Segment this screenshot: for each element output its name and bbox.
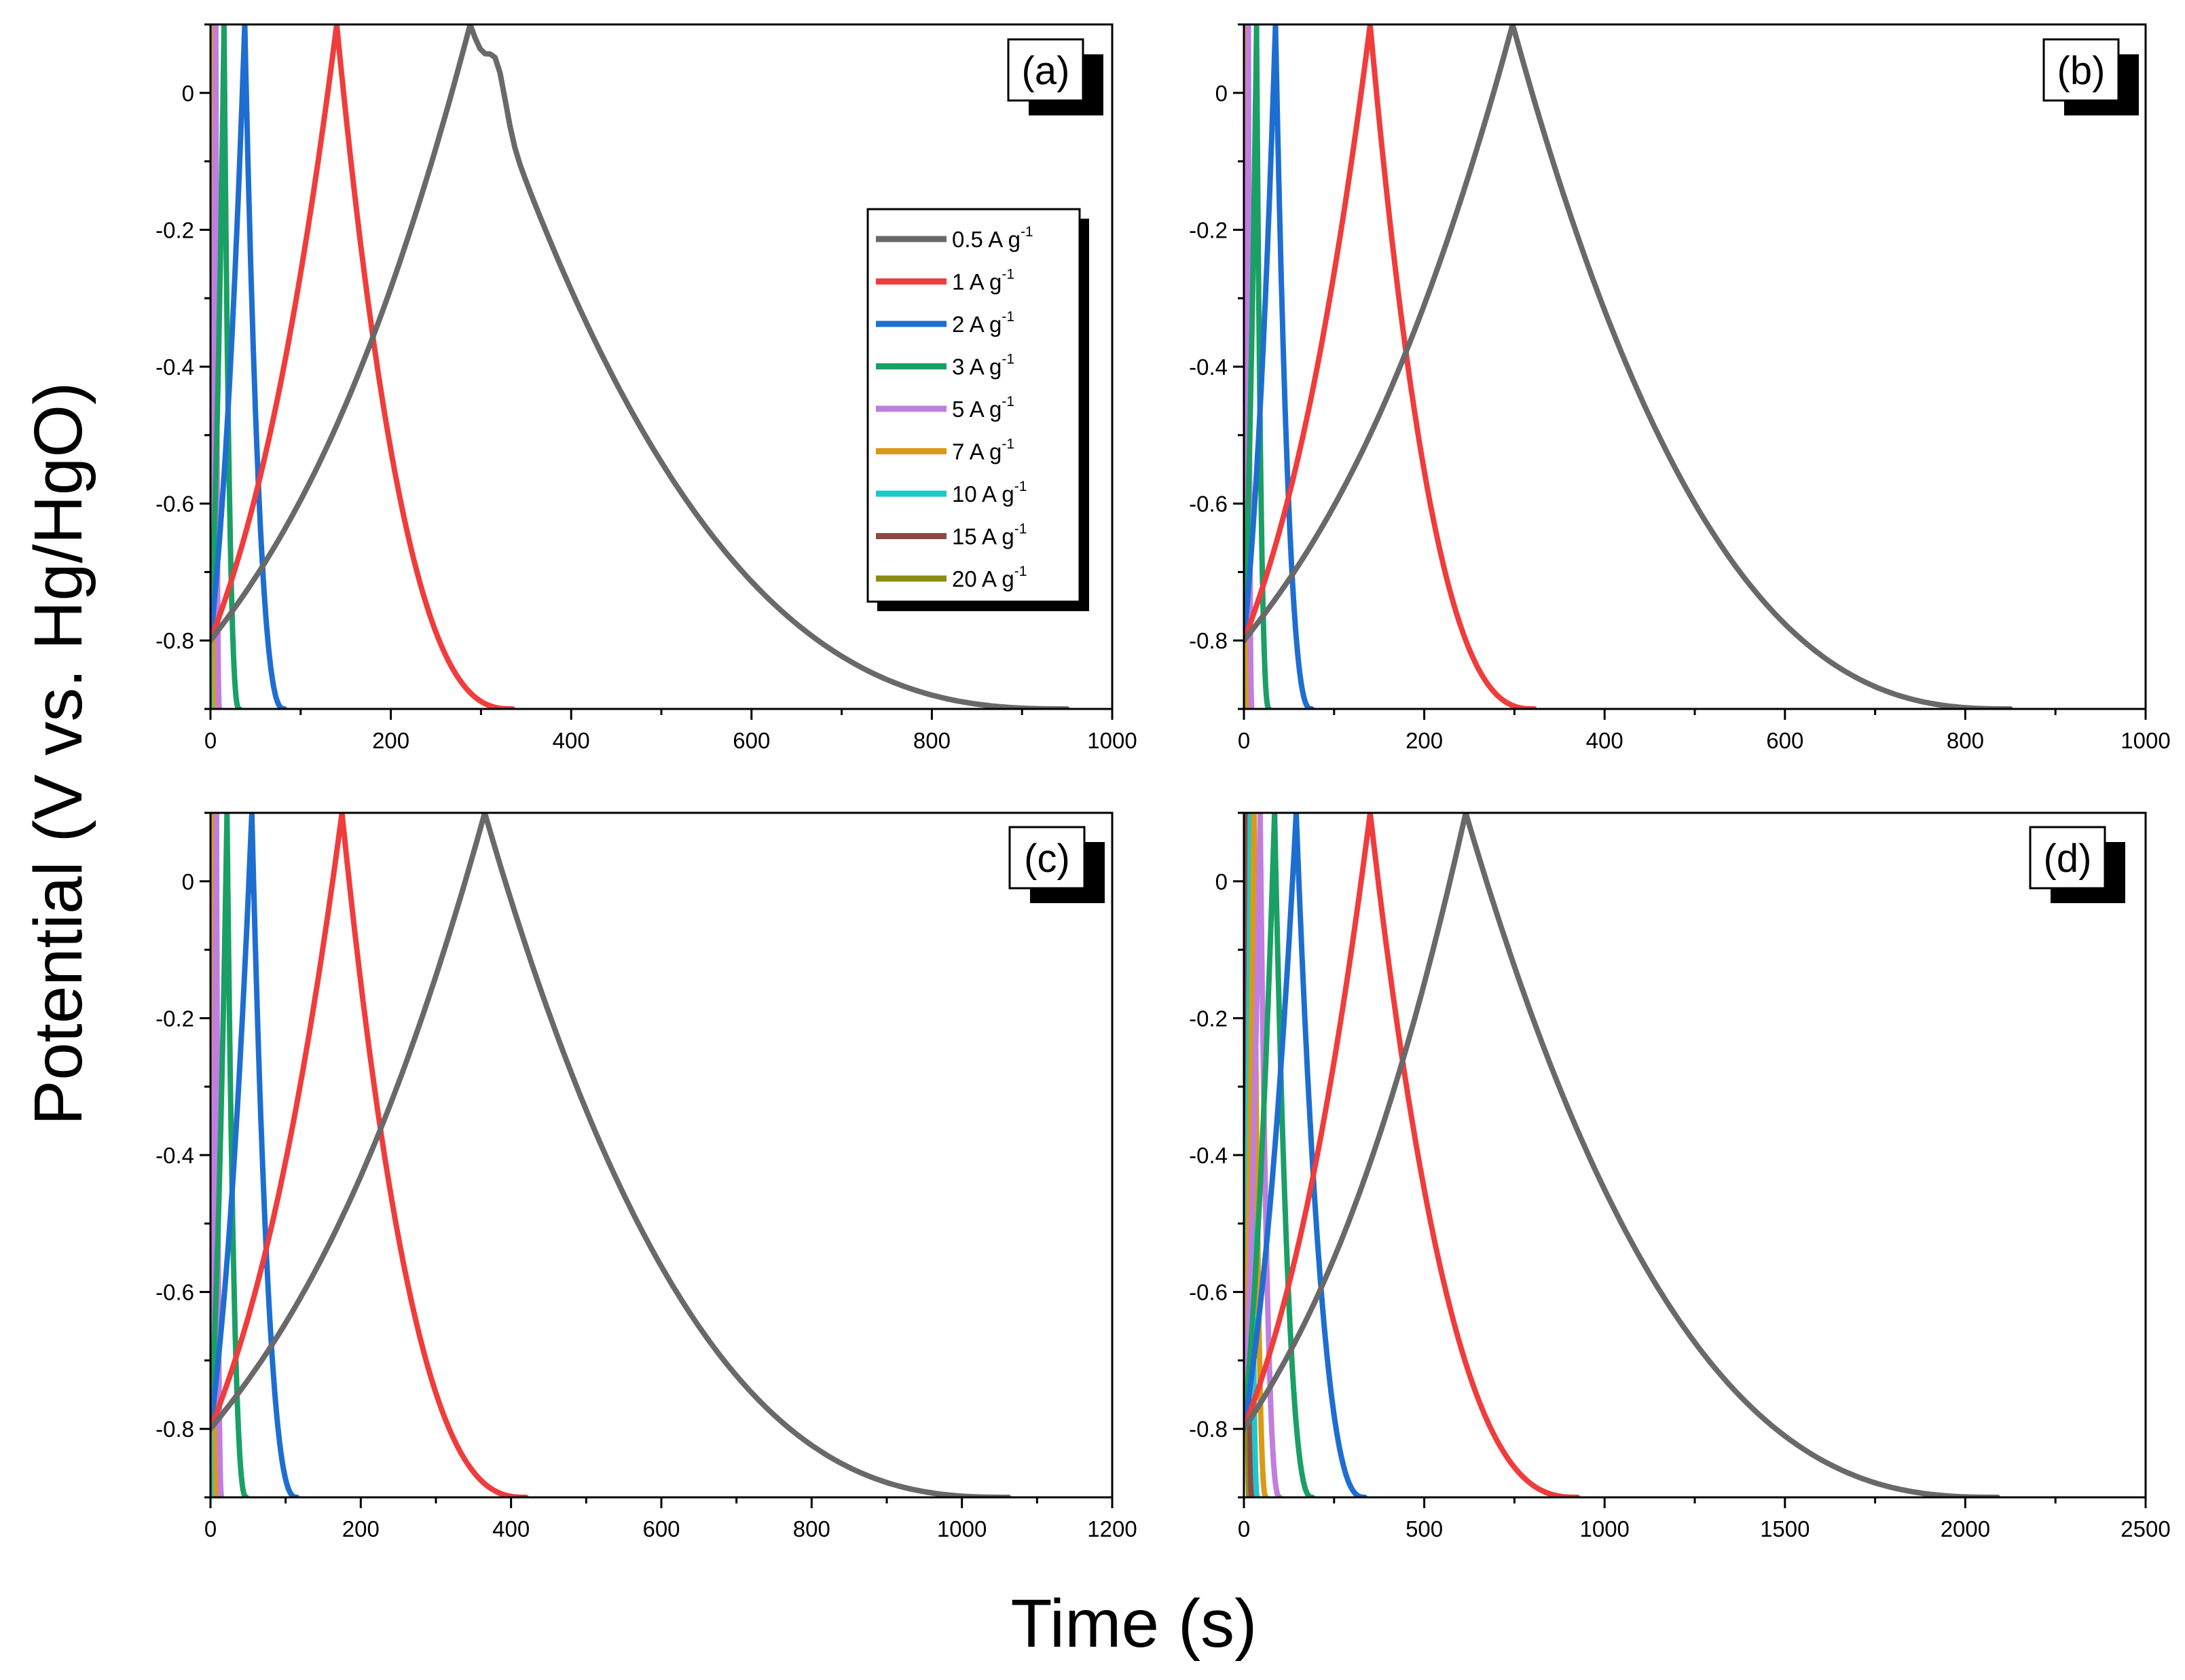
x-tick-label: 0 (204, 1516, 217, 1541)
series-line-3 (1244, 813, 1315, 1497)
series-line-7 (1244, 813, 1269, 1497)
y-tick-label: -0.2 (155, 1006, 194, 1031)
plot-frame (1243, 811, 2147, 1499)
series-line-0_5 (1244, 24, 2013, 709)
x-tick-label: 0 (204, 728, 217, 753)
series-line-1 (210, 813, 529, 1497)
x-axis-title: Time (s) (1011, 1586, 1257, 1662)
legend-entry-label: 7 A g-1 (952, 437, 1014, 464)
panels-group: 0 200 400 600 800 1000 0 -0.2 -0.4 -0.6 -0.8 (a) 0 20… (155, 23, 2171, 1541)
y-tick-label: -0.8 (1189, 628, 1228, 653)
x-tick-label: 200 (1406, 728, 1443, 753)
y-tick-label: -0.4 (155, 1143, 194, 1168)
x-tick-label: 600 (733, 728, 770, 753)
x-tick-label: 0 (1238, 728, 1250, 753)
x-tick-label: 200 (372, 728, 409, 753)
series-group (210, 813, 1012, 1497)
x-tick-label: 2000 (1941, 1516, 1990, 1541)
legend-entry-label: 5 A g-1 (952, 394, 1014, 422)
x-tick-label: 1000 (937, 1516, 987, 1541)
panel-label-box (2042, 38, 2120, 102)
x-tick-label: 1000 (1579, 1516, 1629, 1541)
series-line-2 (210, 24, 287, 709)
x-tick-label: 400 (553, 728, 590, 753)
series-line-1 (1244, 24, 1537, 709)
series-line-0_5 (1244, 813, 2001, 1497)
y-tick-label: -0.2 (155, 217, 194, 242)
panel-label-box (2029, 826, 2106, 890)
x-tick-label: 400 (1586, 728, 1623, 753)
series-group (1244, 813, 2001, 1497)
panel-label-box (1007, 38, 1084, 102)
y-tick-label: -0.4 (1189, 354, 1228, 380)
y-tick-label: -0.8 (1189, 1417, 1228, 1442)
y-tick-label: -0.2 (1189, 1006, 1228, 1031)
panel-label-box (1008, 826, 1086, 890)
y-tick-label: -0.8 (155, 1417, 194, 1442)
legend: 0.5 A g-1 1 A g-1 2 A g-1 3 A g-1 5 A g-1 7 A… (866, 208, 1089, 611)
y-tick-label: -0.6 (1189, 1280, 1228, 1305)
legend-entry-label: 3 A g-1 (952, 352, 1014, 380)
y-axis-title: Potential (V vs. Hg/HgO) (20, 382, 96, 1126)
x-tick-label: 0 (1238, 1516, 1250, 1541)
y-tick-label: -0.4 (1189, 1143, 1228, 1168)
y-tick-label: -0.6 (155, 492, 194, 517)
y-tick-label: 0 (1215, 81, 1228, 106)
y-tick-label: 0 (182, 81, 194, 106)
series-line-1 (210, 24, 515, 709)
series-line-2 (1244, 24, 1315, 709)
x-tick-label: 1000 (1087, 728, 1137, 753)
y-tick-label: -0.6 (155, 1280, 194, 1305)
x-tick-label: 600 (642, 1516, 680, 1541)
x-tick-label: 200 (342, 1516, 380, 1541)
x-tick-label: 500 (1406, 1516, 1443, 1541)
legend-entry-label: 2 A g-1 (952, 309, 1014, 337)
x-tick-label: 1000 (2120, 728, 2170, 753)
x-tick-label: 800 (913, 728, 951, 753)
legend-entry-label: 0.5 A g-1 (952, 224, 1033, 252)
x-tick-label: 2500 (2120, 1516, 2170, 1541)
x-tick-label: 400 (492, 1516, 530, 1541)
y-tick-label: -0.2 (1189, 217, 1228, 242)
panel-d: 0 500 1000 1500 2000 2500 0 -0.2 -0.4 -0.6 -0.8 (d) (1189, 811, 2171, 1541)
panel-label: (c) (1024, 837, 1070, 881)
x-tick-label: 800 (793, 1516, 830, 1541)
panel-label: (a) (1022, 49, 1070, 93)
series-group (1244, 24, 2013, 709)
y-tick-label: 0 (1215, 869, 1228, 894)
x-tick-label: 1200 (1087, 1516, 1137, 1541)
series-line-5 (1244, 813, 1283, 1497)
legend-entry-label: 10 A g-1 (952, 479, 1027, 507)
panel-label: (d) (2044, 837, 2092, 881)
x-tick-label: 1500 (1760, 1516, 1810, 1541)
x-tick-label: 800 (1947, 728, 1984, 753)
panel-b: 0 200 400 600 800 1000 0 -0.2 -0.4 -0.6 -0.8 (b) (1189, 23, 2171, 753)
y-tick-label: -0.8 (155, 628, 194, 653)
plot-frame (209, 811, 1114, 1499)
series-line-2 (210, 813, 300, 1497)
legend-entry-label: 15 A g-1 (952, 522, 1027, 549)
panel-label: (b) (2057, 49, 2106, 93)
series-line-0_5 (210, 813, 1012, 1497)
legend-entry-label: 1 A g-1 (952, 267, 1014, 295)
y-tick-label: -0.6 (1189, 492, 1228, 517)
legend-entry-label: 20 A g-1 (952, 564, 1027, 591)
series-line-0_5 (210, 24, 1070, 709)
y-tick-label: 0 (182, 869, 194, 894)
panel-a: 0 200 400 600 800 1000 0 -0.2 -0.4 -0.6 -0.8 (a) (155, 23, 1137, 753)
x-tick-label: 600 (1766, 728, 1803, 753)
panel-c: 0 200 400 600 800 1000 1200 0 -0.2 -0.4 -0.6 -0.8 (c… (155, 811, 1137, 1541)
series-line-1 (1244, 813, 1581, 1497)
y-tick-label: -0.4 (155, 354, 194, 380)
